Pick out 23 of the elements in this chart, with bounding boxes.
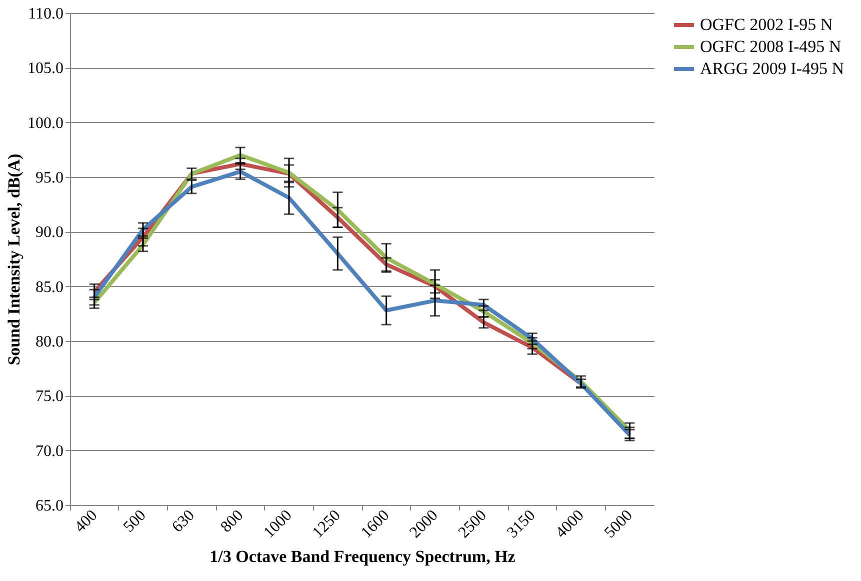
- x-tick-label: 400: [72, 506, 101, 536]
- y-tick-label: 95.0: [36, 170, 64, 186]
- y-axis-title: Sound Intensity Level, dB(A): [4, 154, 24, 366]
- y-tick-label: 105.0: [28, 60, 64, 78]
- x-axis-title: 1/3 Octave Band Frequency Spectrum, Hz: [210, 546, 516, 566]
- y-tick-label: 75.0: [36, 388, 64, 406]
- y-tick-label: 85.0: [36, 278, 64, 296]
- x-tick-label: 1250: [309, 506, 344, 542]
- y-tick-label: 100.0: [28, 114, 64, 132]
- y-tick-label: 65.0: [36, 498, 64, 514]
- y-tick-label: 70.0: [36, 442, 64, 460]
- legend-label: OGFC 2002 I-95 N: [700, 15, 833, 34]
- x-tick-label: 1600: [358, 506, 393, 542]
- x-tick-label: 4000: [552, 506, 588, 542]
- x-tick-label: 800: [218, 506, 247, 536]
- x-tick-label: 1000: [260, 506, 296, 542]
- x-tick-label: 500: [120, 506, 150, 536]
- y-tick-label: 90.0: [36, 224, 64, 242]
- legend-label: ARGG 2009 I-495 N: [700, 59, 844, 78]
- y-tick-label: 80.0: [36, 334, 64, 350]
- legend-label: OGFC 2008 I-495 N: [700, 37, 842, 56]
- y-tick-label: 110.0: [28, 6, 64, 22]
- x-tick-label: 630: [169, 506, 198, 536]
